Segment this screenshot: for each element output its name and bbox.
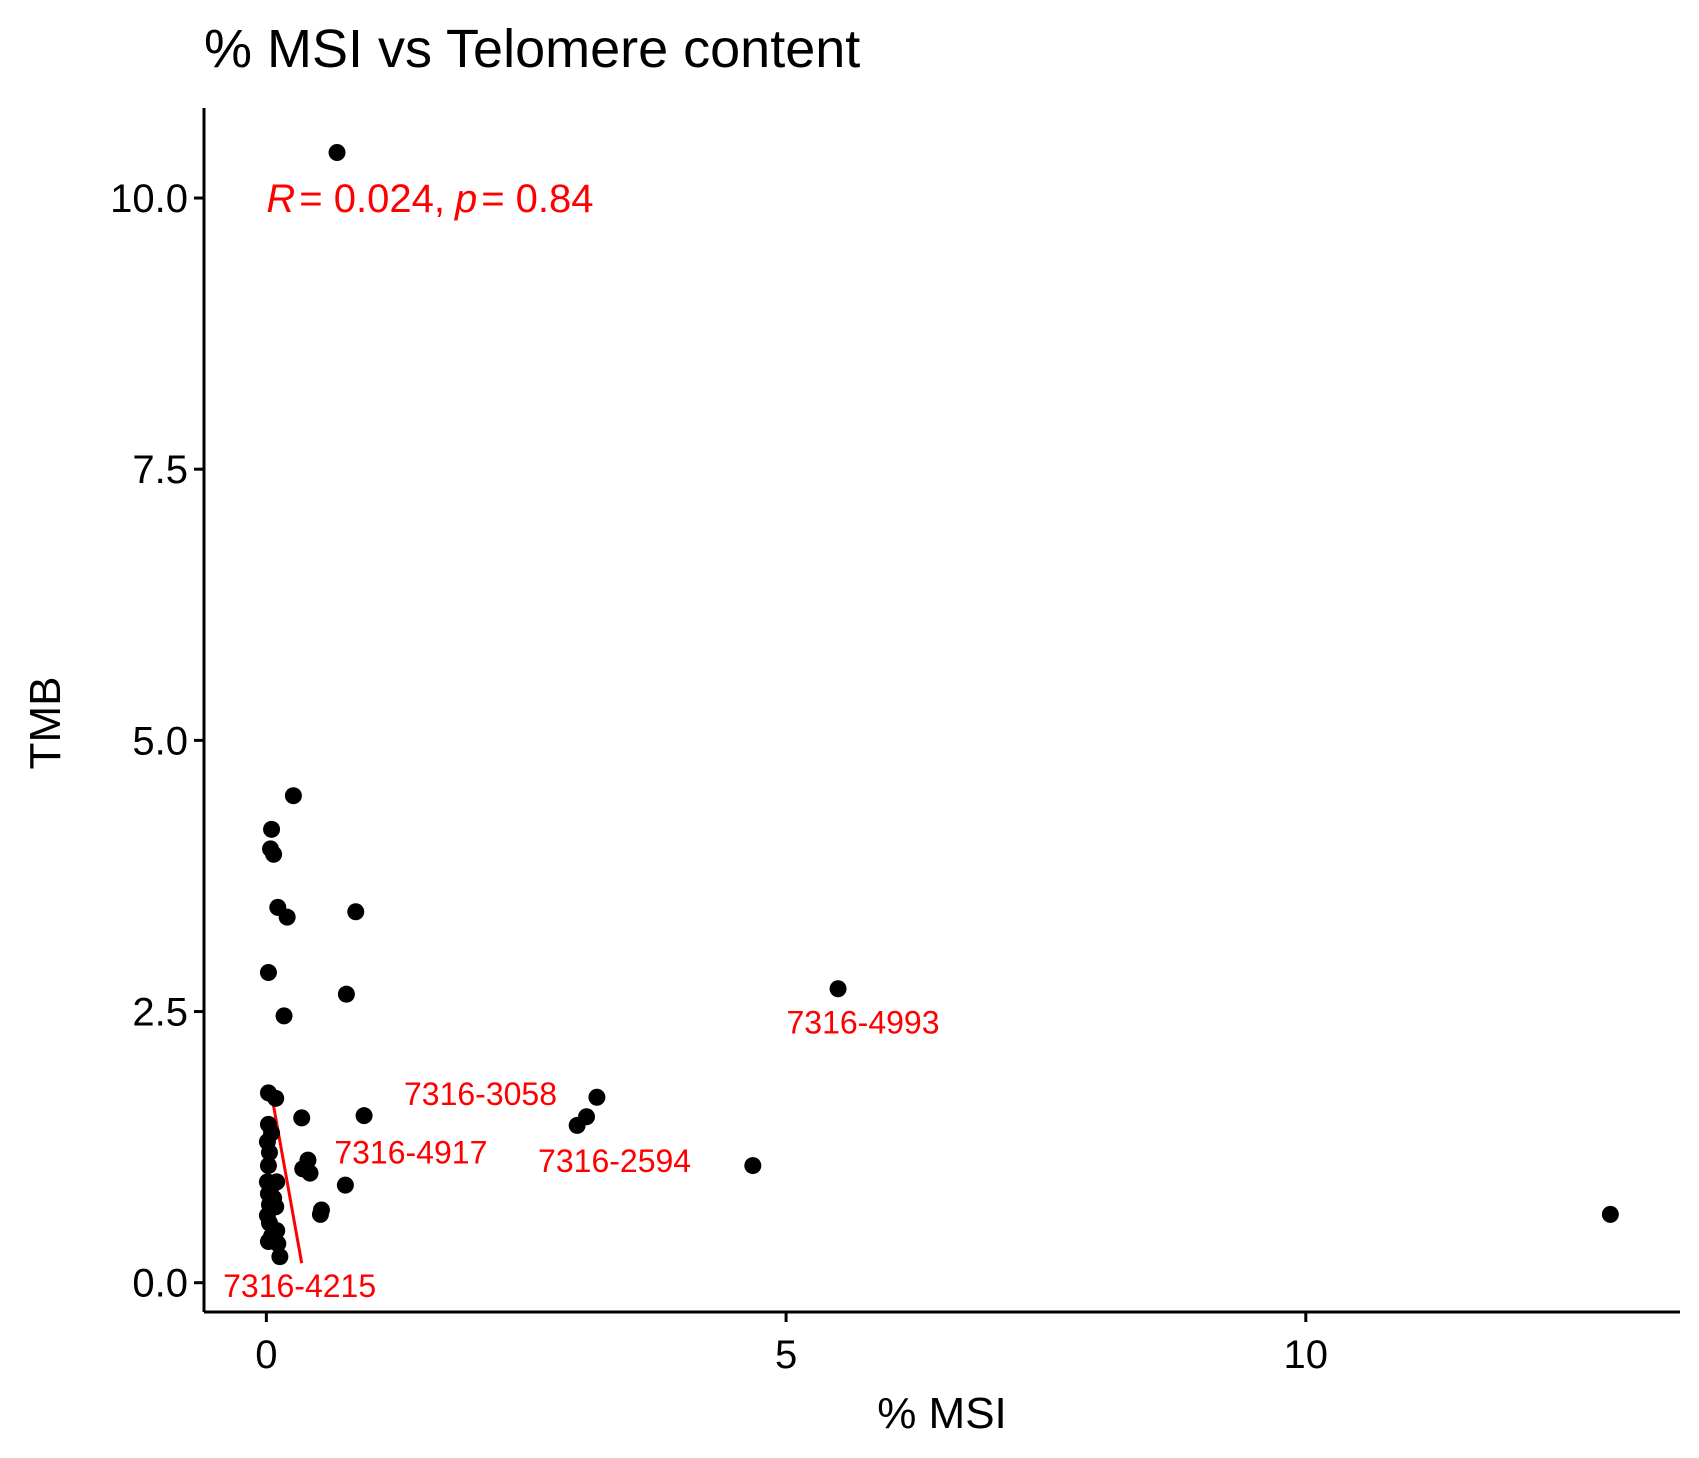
data-point xyxy=(328,143,346,161)
p-symbol: p xyxy=(454,177,477,221)
y-tick-label: 5.0 xyxy=(132,719,188,763)
sample-labels-layer: 7316-4993 7316-3058 7316-4917 7316-2594 7316… xyxy=(223,1004,939,1304)
data-point xyxy=(268,1173,286,1191)
x-tick-label: 5 xyxy=(775,1333,797,1377)
data-point xyxy=(829,980,847,998)
data-point xyxy=(259,1157,277,1175)
sample-label: 7316-3058 xyxy=(404,1076,557,1112)
data-point xyxy=(278,908,296,926)
sample-label: 7316-4993 xyxy=(786,1004,939,1040)
r-symbol: R xyxy=(266,177,295,221)
r-value: = 0.024, xyxy=(299,177,445,221)
data-point xyxy=(355,1107,373,1125)
y-tick-label: 7.5 xyxy=(132,448,188,492)
sample-label: 7316-4917 xyxy=(334,1135,487,1171)
data-point xyxy=(311,1205,329,1223)
svg-text:R= 0.024,p= 0.84: R = 0.024, p = 0.84 xyxy=(266,177,593,221)
correlation-annotation: R = 0.024, p = 0.84 xyxy=(266,177,593,221)
x-axis-ticks: 0 5 10 xyxy=(255,1312,1328,1377)
data-point xyxy=(271,1248,289,1266)
data-point xyxy=(1601,1205,1619,1223)
data-point xyxy=(265,845,283,863)
data-point xyxy=(263,820,281,838)
data-point xyxy=(301,1164,319,1182)
data-point xyxy=(267,1089,285,1107)
data-point xyxy=(269,1235,287,1253)
x-tick-label: 0 xyxy=(255,1333,277,1377)
data-point xyxy=(275,1007,293,1025)
data-point xyxy=(337,985,355,1003)
x-tick-label: 10 xyxy=(1284,1333,1329,1377)
data-point xyxy=(588,1088,606,1106)
chart-title: % MSI vs Telomere content xyxy=(204,19,860,79)
sample-label: 7316-4215 xyxy=(223,1268,376,1304)
data-point xyxy=(260,1144,278,1162)
y-tick-label: 10.0 xyxy=(110,177,188,221)
sample-label: 7316-2594 xyxy=(538,1143,691,1179)
data-point xyxy=(284,787,302,805)
data-point xyxy=(568,1116,586,1134)
data-point xyxy=(744,1157,762,1175)
data-point xyxy=(347,903,365,921)
data-point xyxy=(336,1176,354,1194)
data-point xyxy=(259,963,277,981)
y-axis-label: TMB xyxy=(21,677,70,770)
p-value: = 0.84 xyxy=(481,177,593,221)
y-tick-label: 2.5 xyxy=(132,991,188,1035)
data-point xyxy=(293,1109,311,1127)
y-tick-label: 0.0 xyxy=(132,1262,188,1306)
y-axis-ticks: 0.0 2.5 5.0 7.5 10.0 xyxy=(110,177,204,1306)
x-axis-label: % MSI xyxy=(877,1389,1007,1438)
points-layer xyxy=(258,143,1619,1266)
